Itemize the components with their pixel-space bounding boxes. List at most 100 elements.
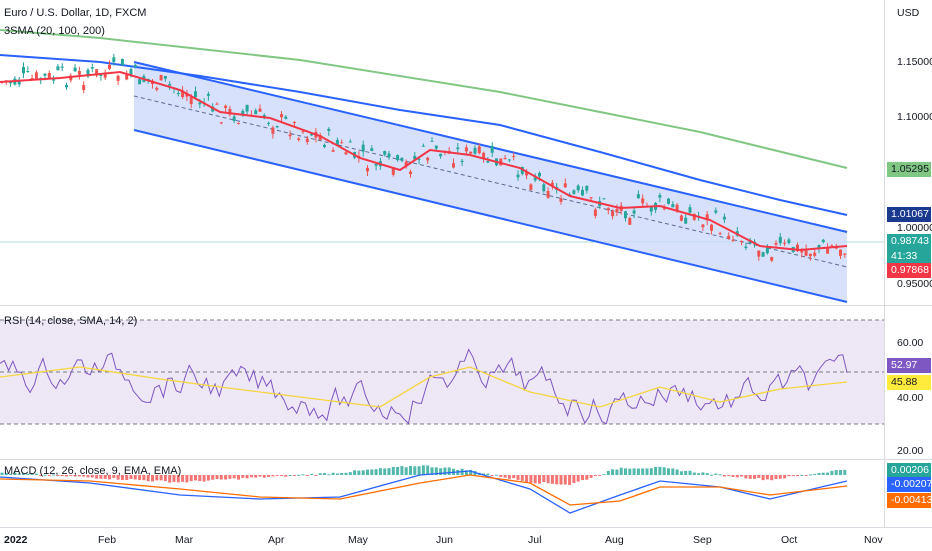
- candle-body: [82, 85, 86, 91]
- candle-body: [30, 78, 34, 80]
- macd-histogram-bar: [43, 474, 47, 476]
- macd-histogram-bar: [366, 469, 369, 475]
- candle-body: [258, 108, 262, 112]
- macd-histogram-bar: [26, 473, 30, 475]
- candle-body: [370, 148, 374, 151]
- macd-histogram-bar: [142, 475, 146, 481]
- candle-body: [546, 190, 550, 198]
- candle-body: [112, 57, 116, 63]
- candle-body: [267, 122, 271, 124]
- rsi-pane[interactable]: RSI (14, close, SMA, 14, 2): [0, 307, 884, 459]
- macd-histogram-bar: [159, 475, 163, 481]
- macd-histogram-bar: [237, 475, 240, 480]
- macd-histogram-bar: [314, 475, 318, 476]
- macd-histogram-bar: [550, 475, 554, 484]
- time-label: Aug: [605, 534, 624, 546]
- rsi-chart[interactable]: [0, 307, 884, 459]
- macd-histogram-bar: [378, 468, 382, 475]
- candle-body: [232, 116, 236, 121]
- macd-histogram-bar: [679, 471, 683, 475]
- pane-divider[interactable]: [0, 305, 932, 306]
- macd-histogram-bar: [731, 475, 735, 477]
- price-tick: 1.00000: [897, 222, 932, 234]
- macd-histogram-bar: [538, 475, 541, 484]
- macd-histogram-bar: [546, 475, 550, 484]
- macd-chart[interactable]: [0, 461, 884, 527]
- macd-histogram-bar: [490, 475, 494, 476]
- macd-histogram-bar: [409, 465, 412, 475]
- price-pane[interactable]: Euro / U.S. Dollar, 1D, FXCM 3SMA (20, 1…: [0, 0, 884, 305]
- candle-body: [219, 122, 223, 124]
- candle-body: [783, 242, 787, 244]
- macd-histogram-bar: [258, 475, 262, 477]
- macd-legend[interactable]: MACD (12, 26, close, 9, EMA, EMA): [4, 465, 182, 477]
- macd-histogram-bar: [17, 473, 21, 475]
- candle-body: [641, 198, 645, 204]
- time-axis[interactable]: 2022 Feb Mar Apr May Jun Jul Aug Sep Oct…: [0, 527, 932, 551]
- macd-histogram-bar: [370, 469, 374, 475]
- macd-histogram-bar: [839, 470, 842, 475]
- candle-body: [108, 64, 111, 69]
- time-label: 2022: [4, 534, 28, 546]
- candle-body: [576, 185, 580, 191]
- price-scale-border: [884, 0, 885, 527]
- symbol-title[interactable]: Euro / U.S. Dollar, 1D, FXCM: [4, 7, 147, 19]
- candle-body: [335, 139, 339, 145]
- macd-pane[interactable]: MACD (12, 26, close, 9, EMA, EMA): [0, 461, 884, 527]
- macd-histogram-bar: [323, 473, 326, 475]
- macd-histogram-bar: [335, 473, 339, 475]
- candle-body: [744, 246, 748, 249]
- price-tick: 1.10000: [897, 111, 932, 123]
- candle-body: [396, 155, 400, 161]
- candle-body: [194, 91, 197, 98]
- candle-body: [817, 244, 821, 249]
- macd-histogram-bar: [568, 475, 572, 485]
- macd-histogram-bar: [559, 475, 563, 485]
- pane-divider[interactable]: [0, 459, 932, 460]
- macd-histogram-bar: [516, 475, 520, 480]
- macd-histogram-bar: [705, 473, 709, 475]
- candle-body: [460, 160, 464, 163]
- macd-histogram-bar: [189, 475, 193, 482]
- macd-histogram-bar: [198, 475, 202, 482]
- macd-histogram-bar: [129, 475, 133, 480]
- candle-body: [163, 75, 167, 79]
- candle-body: [417, 158, 421, 160]
- candle-body: [585, 185, 589, 191]
- candle-body: [271, 127, 275, 134]
- sma-legend[interactable]: 3SMA (20, 100, 200): [4, 25, 105, 37]
- candle-body: [512, 156, 516, 158]
- macd-histogram-bar: [598, 475, 602, 476]
- macd-histogram-bar: [507, 475, 511, 479]
- time-label: Jul: [528, 534, 542, 546]
- macd-histogram-bar: [116, 475, 120, 480]
- candle-body: [189, 97, 193, 105]
- candle-body: [774, 242, 778, 245]
- candle-body: [705, 214, 709, 221]
- macd-histogram-bar: [387, 468, 391, 475]
- macd-histogram-bar: [219, 475, 223, 480]
- candle-body: [486, 161, 490, 163]
- macd-histogram-bar: [348, 472, 352, 475]
- macd-histogram-bar: [232, 475, 236, 479]
- macd-histogram-bar: [396, 466, 400, 475]
- candle-body: [778, 236, 782, 244]
- candle-body: [116, 75, 120, 81]
- candle-body: [133, 64, 137, 68]
- rsi-legend[interactable]: RSI (14, close, SMA, 14, 2): [4, 315, 138, 327]
- candle-body: [9, 82, 13, 84]
- candle-body: [843, 253, 847, 255]
- candle-body: [684, 217, 688, 224]
- bar-countdown: 41:33: [887, 249, 931, 264]
- currency-label[interactable]: USD: [897, 7, 920, 19]
- time-label: May: [348, 534, 368, 546]
- price-chart[interactable]: [0, 0, 884, 305]
- macd-histogram-bar: [331, 472, 335, 475]
- macd-histogram-bar: [671, 468, 675, 475]
- macd-histogram-bar: [761, 475, 765, 481]
- candle-body: [658, 194, 662, 198]
- candle-body: [808, 253, 812, 257]
- candle-body: [241, 110, 245, 115]
- macd-histogram-bar: [224, 475, 228, 480]
- macd-histogram-bar: [740, 475, 744, 477]
